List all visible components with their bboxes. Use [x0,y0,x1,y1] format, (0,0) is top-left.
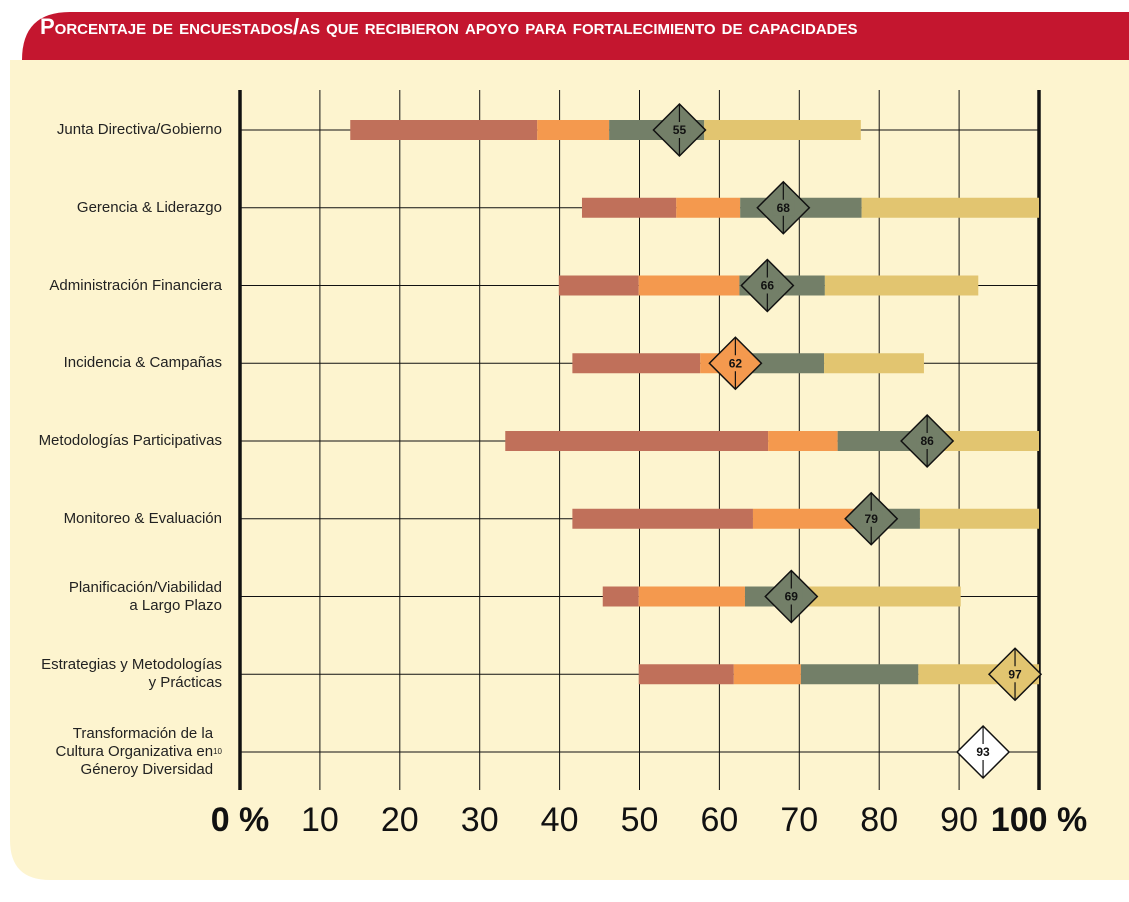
bar-segment [768,431,838,451]
marker-label-bg [1004,666,1027,683]
category-label: Administración Financiera [7,247,222,325]
marker-label: 66 [761,279,775,293]
bar-segment [935,431,1039,451]
bar-segment [824,353,924,374]
marker-label: 55 [673,123,687,137]
marker: 97 [987,647,1043,702]
bar-segment [505,431,769,451]
category-label: Metodologías Participativas [7,402,222,480]
header-bar [22,12,1129,60]
x-tick-label: 60 [700,801,738,839]
marker: 93 [956,724,1011,780]
x-tick-label: 40 [541,801,579,839]
marker-label: 97 [1008,667,1022,681]
category-label: Incidencia & Campañas [7,324,222,402]
category-text: Metodologías Participativas [38,432,222,449]
x-tick-label: 20 [381,801,419,839]
x-tick-label: 30 [461,801,499,839]
marker-label: 69 [785,590,799,604]
category-text: Administración Financiera [49,276,222,294]
x-tick-label: 90 [940,801,978,839]
bar-segment [800,664,919,685]
marker-label-bg [756,277,779,294]
bar-segment [572,353,701,374]
bar-segment [572,508,753,529]
category-text: Junta Directiva/Gobierno [56,121,222,138]
marker: 62 [708,336,763,391]
x-tick-label: 100 % [991,801,1087,839]
bar-segment [638,275,740,296]
bar-segment [861,197,1039,218]
bar-segment [602,586,639,607]
bar-segment [581,197,677,218]
marker-label: 86 [920,434,934,448]
x-tick-label: 0 % [211,801,270,839]
marker-label-bg [772,199,795,216]
category-label: Planificación/Viabilidad a Largo Plazo [7,558,222,636]
bar-segment [704,120,861,140]
marker-label-bg [972,744,995,760]
x-tick-label: 50 [621,801,659,839]
x-tick-label: 70 [780,801,818,839]
marker: 55 [652,102,707,158]
marker-label-bg [668,122,691,138]
bar-segment [740,353,825,374]
bar-segment [733,664,801,685]
bar-segment [350,120,538,140]
marker-label-bg [724,355,747,372]
marker: 79 [844,491,899,546]
bar-segment [537,120,610,140]
marker-label: 68 [777,201,791,215]
bar-segment [558,275,639,296]
bar-segment [638,586,745,607]
category-text: Estrategias y Metodologías y Prácticas [41,656,222,692]
x-tick-label: 80 [860,801,898,839]
bar-segment [752,508,861,529]
category-text: Incidencia & Campañas [63,354,222,372]
marker: 68 [756,180,811,235]
category-label: Gerencia & Liderazgo [7,169,222,247]
bar-segment [824,275,979,296]
category-label: Monitoreo & Evaluación [7,480,222,558]
category-label: Junta Directiva/Gobierno [7,91,222,169]
category-label: Estrategias y Metodologías y Prácticas [7,635,222,713]
bar-segment [676,197,741,218]
marker-label: 62 [729,356,743,370]
marker-label-bg [780,588,803,605]
marker: 69 [764,569,819,624]
marker-label-bg [860,510,883,527]
bar-segment [638,664,734,685]
bar-segment [792,586,961,607]
marker-label: 79 [865,512,879,526]
category-text: Planificación/Viabilidad a Largo Plazo [68,578,222,614]
category-text: Gerencia & Liderazgo [76,198,222,216]
category-label: Transformación de la Cultura Organizativ… [7,713,223,791]
marker: 86 [900,413,955,469]
x-tick-label: 10 [301,801,339,839]
chart-title: Porcentaje de encuestados/as que recibie… [40,14,858,39]
category-text: Monitoreo & Evaluación [63,509,222,527]
category-text: Transformación de la Cultura Organizativ… [55,725,214,778]
bar-segment [919,508,1039,529]
footnote-mark: 10 [213,747,222,756]
marker-label: 93 [976,745,990,759]
marker-label-bg [916,433,939,449]
marker: 66 [740,258,795,313]
